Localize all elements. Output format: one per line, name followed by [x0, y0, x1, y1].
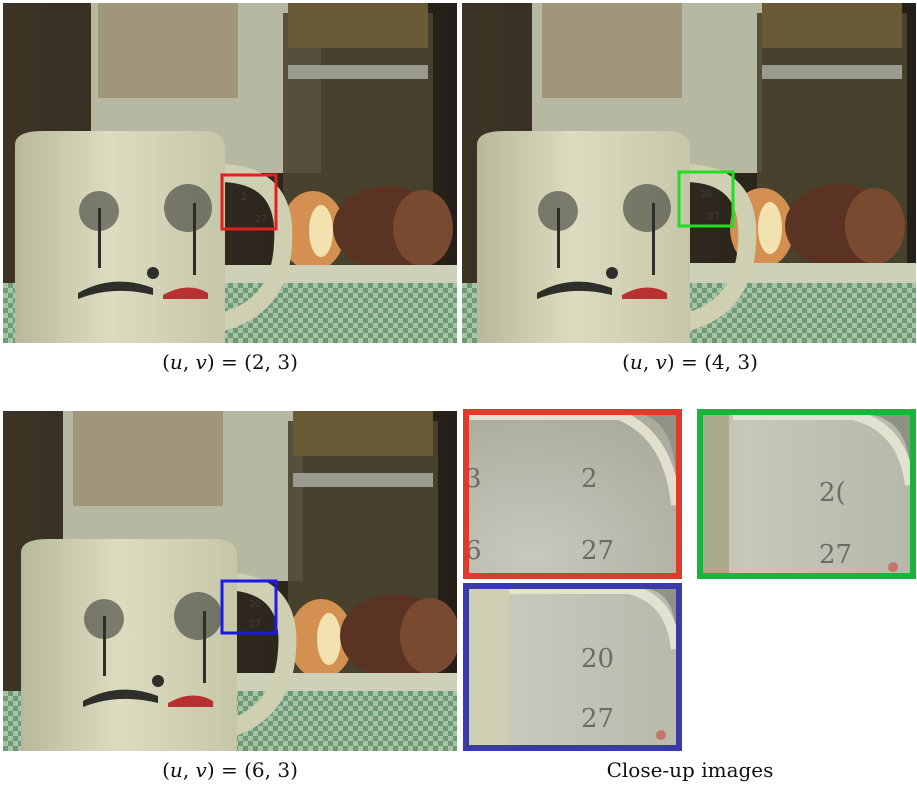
- closeup-green: 2( 27: [697, 409, 916, 579]
- highlight-box: [220, 173, 278, 231]
- calendar-number: 3: [469, 464, 482, 494]
- closeup-red: 3 2 6 27: [463, 409, 682, 579]
- calendar-number: 27: [249, 620, 261, 630]
- highlight-box: [677, 170, 735, 228]
- calendar-number: 27: [581, 536, 614, 566]
- mug-artwork: [83, 592, 222, 707]
- calendar-number: 20: [581, 644, 614, 674]
- closeup-image: 2( 27: [703, 415, 910, 573]
- mug-handle: [215, 164, 293, 332]
- calendar-number: 6: [469, 536, 482, 566]
- closeup-image: 3 2 6 27: [469, 415, 676, 573]
- mug: [477, 131, 690, 343]
- closeup-image: 20 27: [469, 589, 676, 745]
- mug-rim: [509, 589, 676, 650]
- light-field-view-6-3: 20 27: [3, 411, 457, 751]
- calendar-number: 20: [700, 190, 712, 200]
- mug-artwork: [537, 184, 671, 299]
- mug-rim: [733, 415, 910, 486]
- scene-image: 20 27: [3, 411, 457, 751]
- calendar-number: 27: [581, 704, 614, 734]
- caption-closeups: Close-up images: [606, 758, 774, 782]
- calendar-number: 27: [708, 212, 720, 222]
- caption-view-6-3: (u, v) = (6, 3): [162, 758, 298, 782]
- closeup-blue: 20 27: [463, 583, 682, 751]
- mug-artwork: [78, 184, 212, 299]
- mug-handle: [681, 164, 757, 332]
- mug-rim: [469, 415, 676, 506]
- mug-handle: [218, 572, 297, 740]
- calendar-number: 2(: [819, 478, 846, 508]
- highlight-box: [220, 579, 278, 635]
- calendar-number: 27: [819, 540, 852, 570]
- calendar-number: 20: [249, 600, 261, 610]
- caption-view-2-3: (u, v) = (2, 3): [162, 350, 298, 374]
- mug: [15, 131, 225, 343]
- caption-view-4-3: (u, v) = (4, 3): [622, 350, 758, 374]
- calendar-number: 2: [581, 464, 598, 494]
- scene-image: 20 27: [462, 3, 916, 343]
- calendar-number: 27: [255, 215, 267, 225]
- scene-image: 2 27: [3, 3, 457, 343]
- calendar-number: 2: [241, 193, 247, 203]
- light-field-view-2-3: 2 27: [3, 3, 457, 343]
- light-field-view-4-3: 20 27: [462, 3, 916, 343]
